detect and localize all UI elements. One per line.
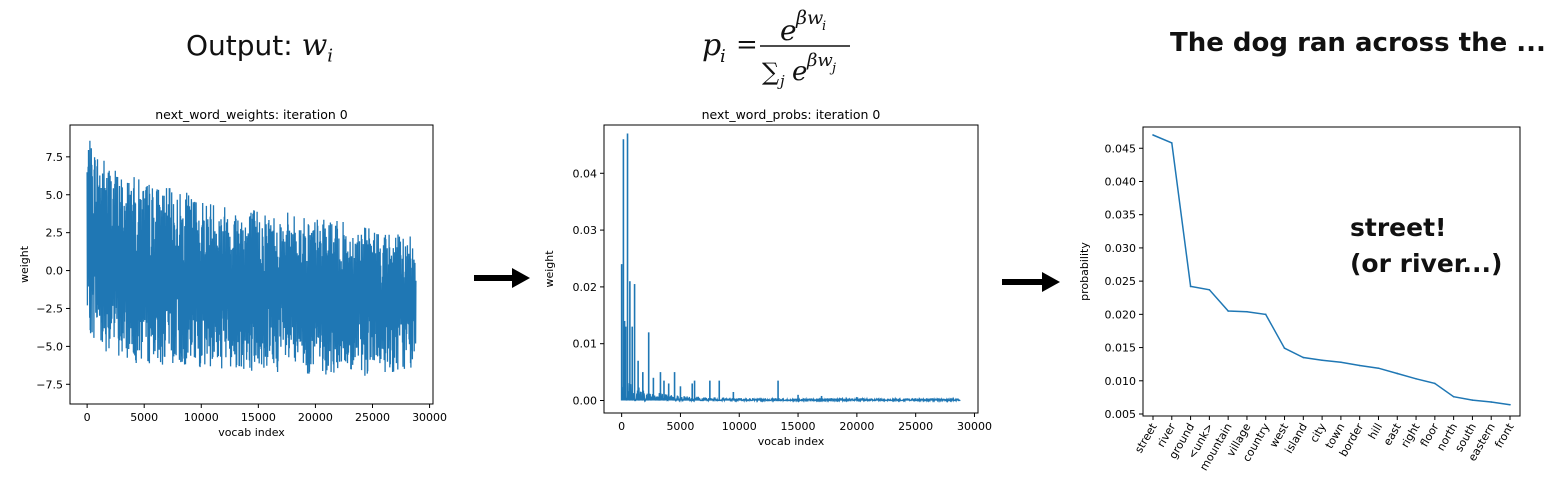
weights-xlabel: vocab index — [218, 426, 285, 439]
topwords-point — [1490, 401, 1493, 403]
topwords-point — [1321, 359, 1323, 361]
formula-lhs-sub: i — [720, 46, 726, 67]
weights-ytick-label: −2.5 — [36, 302, 63, 315]
weights-ytick-label: 0.0 — [46, 265, 64, 278]
topwords-point — [1452, 395, 1455, 398]
topwords-point — [1377, 367, 1380, 369]
topwords-ytick-label: 0.020 — [1105, 308, 1137, 321]
annotation-line-1: street! — [1350, 213, 1447, 242]
probs-ytick-label: 0.00 — [573, 395, 598, 408]
formula-den-sum: ∑ — [762, 58, 779, 86]
probs-xtick-label: 15000 — [781, 420, 816, 433]
topwords-ylabel: probability — [1078, 242, 1091, 301]
topwords-xtick-label: street — [1132, 420, 1160, 455]
probs-frame — [603, 124, 979, 414]
formula-equals: = — [736, 30, 758, 60]
topwords-point — [1340, 361, 1342, 363]
topwords-point — [1264, 313, 1267, 316]
topwords-point — [1415, 377, 1417, 380]
formula-lhs: p — [702, 28, 721, 63]
weights-xtick-label: 30000 — [412, 411, 447, 424]
topwords-ytick-label: 0.035 — [1105, 209, 1137, 222]
probs-ytick-label: 0.02 — [573, 281, 598, 294]
probs-xtick-label: 30000 — [957, 420, 992, 433]
topwords-point — [1246, 310, 1248, 313]
topwords-ytick-label: 0.030 — [1105, 242, 1137, 255]
softmax-formula: p i = e βw i ∑ j e βw j — [702, 7, 850, 90]
weights-ytick-label: −5.0 — [36, 340, 63, 353]
topwords-point — [1434, 382, 1436, 385]
weights-frame — [69, 124, 434, 405]
topwords-point — [1208, 288, 1211, 291]
left-heading: Output: wi — [186, 28, 333, 67]
topwords-point — [1358, 364, 1361, 367]
topwords-ytick-label: 0.025 — [1105, 275, 1137, 288]
topwords-xtick-label: right — [1398, 420, 1423, 449]
probs-ytick-label: 0.01 — [573, 338, 598, 351]
topwords-series-line — [1152, 134, 1511, 406]
probs-xlabel: vocab index — [758, 435, 825, 448]
topwords-ytick-label: 0.045 — [1105, 142, 1137, 155]
probs-series-line — [621, 383, 961, 403]
weights-xtick-label: 5000 — [130, 411, 158, 424]
weights-ytick-label: −7.5 — [36, 378, 63, 391]
arrow-right-icon — [1002, 272, 1060, 292]
formula-den-sum-sub: j — [777, 72, 785, 90]
probs-xtick-label: 25000 — [898, 420, 933, 433]
topwords-frame — [1142, 126, 1521, 417]
answer-annotation: street! (or river...) — [1350, 210, 1502, 282]
topwords-xtick-label: front — [1492, 420, 1517, 450]
weights-series-line — [86, 140, 417, 376]
topwords-ytick-label: 0.005 — [1105, 408, 1137, 421]
formula-num-exp: βw — [795, 7, 823, 29]
topwords-point — [1471, 399, 1474, 401]
topwords-point — [1152, 134, 1154, 136]
topwords-ytick-label: 0.015 — [1105, 342, 1137, 355]
weights-xtick-label: 0 — [84, 411, 91, 424]
probs-title: next_word_probs: iteration 0 — [702, 107, 881, 122]
formula-den-exp-sub: j — [829, 61, 836, 76]
topwords-ytick-label: 0.010 — [1105, 375, 1137, 388]
formula-den-base: e — [792, 57, 807, 87]
weights-ytick-label: 5.0 — [46, 189, 64, 202]
topwords-ytick-label: 0.040 — [1105, 175, 1137, 188]
topwords-point — [1396, 372, 1399, 375]
left-heading-var: w — [301, 28, 328, 63]
annotation-line-2: (or river...) — [1350, 249, 1503, 278]
right-heading: The dog ran across the ... — [1170, 28, 1546, 58]
probs-ytick-label: 0.03 — [573, 224, 598, 237]
formula-den-exp: βw — [806, 50, 833, 71]
topwords-point — [1170, 142, 1173, 144]
topwords-point — [1283, 347, 1286, 350]
left-heading-sub: i — [327, 45, 334, 67]
probs-ytick-label: 0.04 — [573, 167, 598, 180]
weights-xtick-label: 15000 — [241, 411, 276, 424]
arrow-right-icon — [474, 268, 530, 288]
probs-xtick-label: 0 — [618, 420, 625, 433]
topwords-point — [1227, 310, 1229, 312]
formula-num-exp-sub: i — [822, 19, 826, 34]
weights-xtick-label: 10000 — [184, 411, 219, 424]
probs-xtick-label: 10000 — [722, 420, 757, 433]
weights-title: next_word_weights: iteration 0 — [155, 107, 348, 122]
weights-xtick-label: 20000 — [298, 411, 333, 424]
weights-xtick-label: 25000 — [355, 411, 390, 424]
formula-num-base: e — [780, 14, 797, 47]
topwords-point — [1509, 403, 1511, 406]
weights-ylabel: weight — [18, 245, 31, 283]
probs-ylabel: weight — [543, 250, 556, 288]
topwords-point — [1189, 285, 1192, 288]
probs-xtick-label: 20000 — [839, 420, 874, 433]
topwords-point — [1302, 356, 1305, 359]
probs-xtick-label: 5000 — [666, 420, 694, 433]
weights-ytick-label: 7.5 — [46, 151, 64, 164]
left-heading-prefix: Output: — [186, 29, 302, 62]
weights-ytick-label: 2.5 — [46, 227, 64, 240]
